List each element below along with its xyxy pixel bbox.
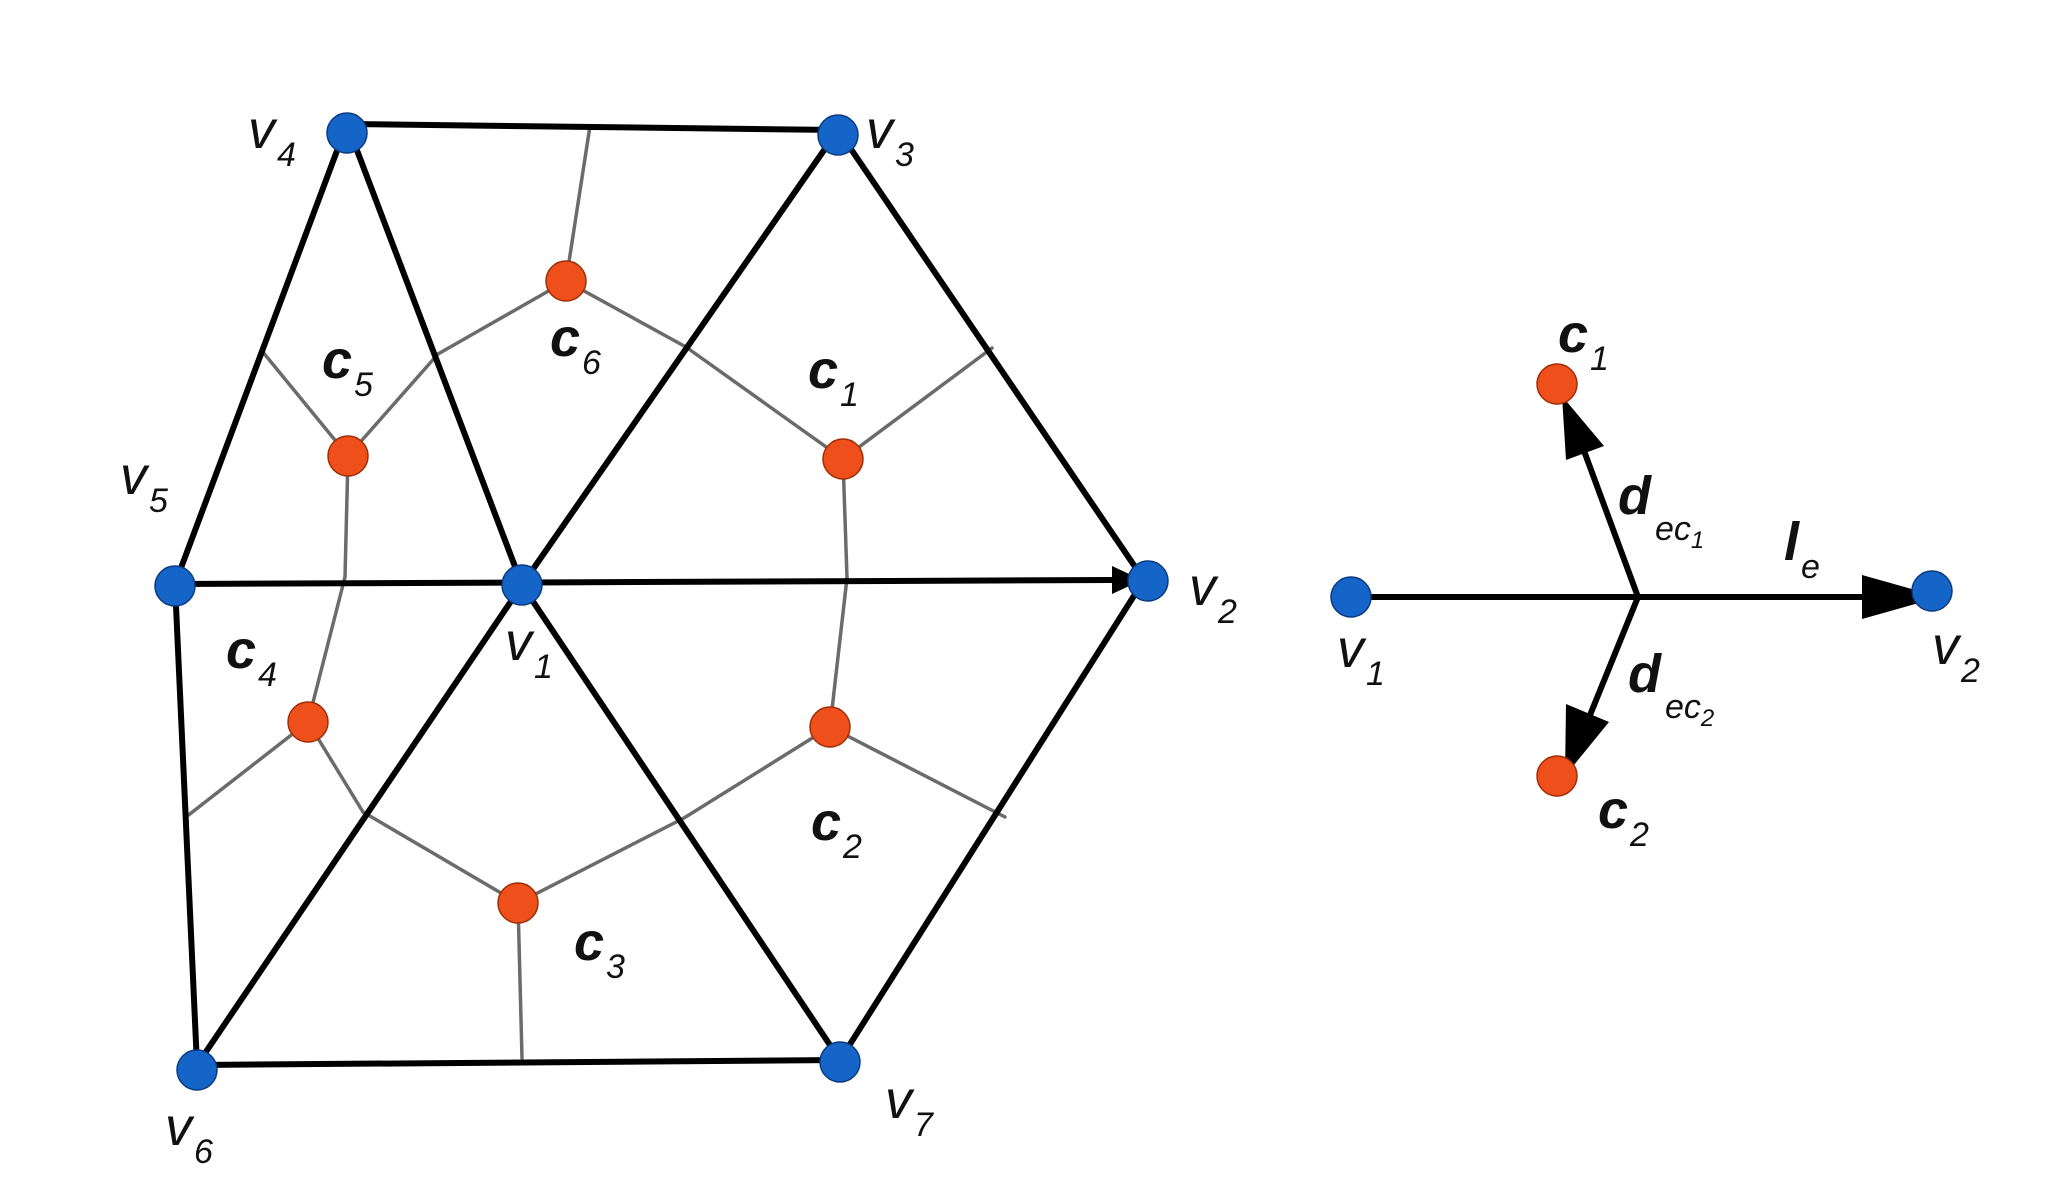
vector-dec2-arrowhead [1565,704,1609,776]
center-c3 [497,882,539,924]
center-c5 [327,435,369,477]
label-c3: c3 [574,912,625,986]
center-c2-right [1536,755,1578,797]
label-le: le [1784,512,1820,586]
label-dec2: dec2 [1628,644,1714,732]
left-mesh-diagram: v4 v3 v5 v1 v2 v6 v7 c5 c6 c1 c4 c2 c3 [120,100,1237,1171]
vertex-v6 [176,1049,218,1091]
edge-v3-v1 [519,127,841,588]
dual-edge-c6-v1v3 [564,279,688,349]
vertex-v2-right [1911,570,1953,612]
vertex-v1-right [1330,576,1372,618]
label-v1-right: v1 [1337,619,1385,693]
vertex-v2 [1127,560,1169,602]
vertex-v3 [817,114,859,156]
vertex-v5 [154,565,196,607]
label-c5: c5 [322,330,373,404]
edge-v4-v5 [172,121,350,587]
label-v2: v2 [1189,557,1237,631]
center-c2 [809,706,851,748]
label-v6: v6 [165,1097,213,1171]
center-c1 [822,438,864,480]
edge-v1-v6 [194,582,525,1068]
edge-v4-v1 [344,121,525,588]
edge-v2-v7 [837,577,1147,1063]
vector-dec1-arrowhead [1562,396,1604,460]
vertex-v1 [501,564,543,606]
center-nodes [287,260,864,924]
edge-v4-v3 [344,121,841,133]
dual-edge-c6-top [564,124,592,283]
dual-edge-c2-v1v2 [828,576,849,729]
dual-edge-c4-v5v6 [184,720,310,819]
label-c1: c1 [808,340,859,414]
dual-edge-c3-v1v7 [516,816,686,905]
right-edge-diagram: v1 v2 c1 c2 le dec1 dec2 [1330,304,1980,854]
edge-v5-v6 [172,581,200,1068]
label-v2-right: v2 [1932,616,1980,690]
vertex-v4 [326,112,368,154]
label-v4: v4 [248,100,296,174]
vertex-v7 [819,1041,861,1083]
directed-edge-v5-v2 [172,577,1115,587]
dual-edge-c5-v4v5 [260,349,350,458]
label-c2: c2 [811,792,862,866]
directed-edge-arrowhead [1112,566,1142,594]
vector-dec2 [1585,594,1641,723]
edge-le-arrowhead [1862,575,1940,619]
dual-edge-c3-v1v6 [361,810,520,905]
dual-edge-c2-v2v7 [828,725,1007,819]
mesh-edges [172,121,1147,1068]
vertex-nodes [154,112,1169,1091]
left-labels: v4 v3 v5 v1 v2 v6 v7 c5 c6 c1 c4 c2 c3 [120,100,1237,1171]
label-c6: c6 [550,308,601,382]
edge-v6-v7 [194,1057,843,1068]
vector-dec1 [1577,437,1641,600]
label-v7: v7 [885,1070,934,1144]
center-c4 [287,701,329,743]
dual-edge-c6-v1v4 [436,279,568,356]
center-c1-right [1536,363,1578,405]
label-v3: v3 [866,100,914,174]
label-v5: v5 [120,446,168,520]
label-c4: c4 [226,620,277,694]
edge-v3-v2 [835,127,1147,583]
label-v1: v1 [505,612,553,686]
label-c1-right: c1 [1558,304,1609,378]
dual-edge-c3-bottom [516,901,524,1060]
dual-edge-c4-v1v5 [306,575,347,724]
dual-edge-c1-v2v3 [841,346,994,461]
dual-edge-c5-v1v4 [346,352,440,458]
dual-edge-c1-v1v3 [684,345,845,461]
center-c6 [545,260,587,302]
edge-v1-v7 [519,582,843,1063]
dual-edge-c2-v1v7 [682,725,832,820]
label-dec1: dec1 [1618,466,1704,554]
label-c2-right: c2 [1598,780,1649,854]
